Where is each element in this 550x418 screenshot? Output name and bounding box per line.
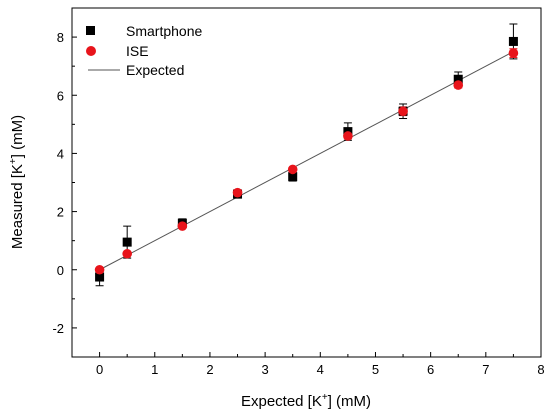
y-tick-label: -2 (52, 321, 64, 336)
y-tick-label: 0 (57, 263, 64, 278)
x-tick-label: 5 (372, 362, 379, 377)
axis-ticks: 0 1 2 3 4 5 6 7 8 -2 0 2 4 6 8 (52, 7, 545, 377)
smartphone-point (122, 237, 132, 247)
smartphone-point (95, 272, 105, 282)
ise-point (343, 131, 353, 141)
smartphone-point (508, 36, 518, 46)
x-tick-label: 4 (317, 362, 324, 377)
y-tick-label: 2 (57, 205, 64, 220)
y-tick-label: 6 (57, 88, 64, 103)
ise-point (287, 164, 298, 175)
ise-point (94, 264, 105, 275)
x-tick-label: 7 (482, 362, 489, 377)
ise-point (398, 106, 408, 117)
ise-point (232, 187, 243, 198)
ise-point (122, 248, 132, 259)
x-tick-label: 0 (96, 362, 103, 377)
legend: Smartphone ISE Expected (86, 23, 202, 78)
ise-point (508, 48, 519, 58)
x-tick-label: 8 (537, 362, 544, 377)
y-tick-label: 4 (57, 146, 64, 161)
y-tick-label: 8 (57, 30, 64, 45)
x-tick-label: 3 (262, 362, 269, 377)
legend-label-expected: Expected (126, 62, 184, 78)
ise-point (177, 221, 188, 231)
legend-label-smartphone: Smartphone (126, 23, 202, 39)
ise-point (453, 80, 464, 90)
smartphone-point (453, 74, 463, 84)
x-tick-label: 1 (151, 362, 158, 377)
expected-line (99, 51, 514, 271)
data-marks (94, 23, 519, 287)
x-axis-title: Expected [K+] (mM) (241, 392, 371, 410)
plot-frame (71, 7, 542, 358)
smartphone-point (288, 172, 298, 182)
legend-label-ise: ISE (126, 43, 149, 59)
x-tick-label: 2 (206, 362, 213, 377)
x-tick-label: 6 (427, 362, 434, 377)
y-axis-title: Measured [K+] (mM) (8, 115, 26, 249)
legend-swatch-smartphone (86, 26, 95, 35)
legend-swatch-ise (86, 46, 96, 56)
